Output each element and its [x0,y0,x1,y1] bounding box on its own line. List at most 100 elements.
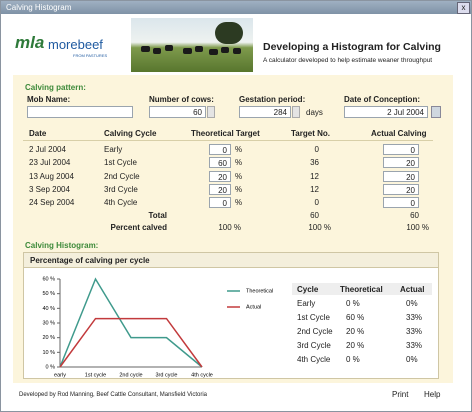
target-number: 12 [310,184,319,194]
table-header: Calving Cycle [104,129,157,138]
actual-input[interactable]: 0 [383,144,419,155]
close-button[interactable]: x [457,2,470,14]
summary-header-bg [292,283,432,295]
actual-input[interactable]: 20 [383,170,419,182]
conception-label: Date of Conception: [344,95,420,104]
percent-sign: % [235,171,243,181]
summary-cell: 0% [406,299,418,308]
series-line [59,277,203,368]
summary-cell: 2nd Cycle [297,327,333,336]
actual-input[interactable]: 20 [383,183,419,195]
percent-sign: % [235,184,243,194]
mob-name-input[interactable] [27,106,133,118]
row-date: 24 Sep 2004 [29,198,75,208]
window-title: Calving Histogram [6,3,72,12]
total-actual: 60 [410,211,419,220]
theoretical-input[interactable]: 20 [209,183,231,195]
summary-cell: 0 % [346,299,360,308]
total-label: Total [148,211,167,220]
chart-box: Percentage of calving per cycle 0 % 10 % 20… [23,252,439,379]
cows-label: Number of cows: [149,95,214,104]
table-header: Actual Calving [371,129,427,138]
percent-sign: % [235,198,243,208]
percent-calved: 100 % [406,223,429,232]
total-target: 60 [310,211,319,220]
chart: 0 % 10 % 20 % 30 % 40 % 50 % 60 % early 1st cycl… [42,276,273,378]
row-date: 23 Jul 2004 [29,158,71,168]
y-tick-label: 60 % [42,276,55,282]
logo-brand: morebeef [48,37,103,52]
gestation-input[interactable]: 284 [239,106,291,118]
legend-label: Actual [246,304,261,310]
summary-header: Cycle [297,285,319,294]
summary-cell: 60 % [346,313,365,322]
summary-cell: 33% [406,327,423,336]
table-header: Date [29,129,47,138]
summary-cell: 0% [406,355,418,364]
theoretical-input[interactable]: 60 [209,157,231,169]
calendar-button[interactable] [431,106,441,118]
y-tick-label: 10 % [42,350,55,356]
row-cycle: 3rd Cycle [104,184,138,194]
summary-cell: 1st Cycle [297,313,330,322]
header-title: Developing a Histogram for Calving [263,41,441,53]
x-tick-label: 1st cycle [85,372,106,378]
summary-header: Actual [400,285,425,294]
section-heading: Calving pattern: [25,83,86,92]
row-cycle: 4th Cycle [104,198,138,208]
theoretical-input[interactable]: 0 [209,197,231,209]
cows-spinner[interactable] [207,106,215,118]
actual-input[interactable]: 0 [383,197,419,209]
summary-cell: 3rd Cycle [297,341,331,350]
conception-input[interactable]: 2 Jul 2004 [344,106,428,118]
table-header: Target No. [291,129,330,138]
target-number: 0 [314,198,319,208]
footer-button[interactable]: Print [392,390,409,399]
histogram-heading: Calving Histogram: [25,241,99,250]
mob-name-label: Mob Name: [27,95,71,104]
logo-mla: mla [15,33,45,52]
actual-input[interactable]: 20 [383,157,419,169]
theoretical-input[interactable]: 0 [209,144,231,155]
cow [165,45,173,51]
gestation-spinner[interactable] [292,106,300,118]
table-rule [23,140,433,141]
footer-button[interactable]: Help [424,390,441,399]
target-number: 12 [310,171,319,181]
row-cycle: Early [104,145,123,154]
x-tick-label: 2nd cycle [119,372,142,378]
header-photo [131,18,253,72]
footer-credit: Developed by Rod Manning, Beef Cattle Co… [19,392,207,398]
cows-input[interactable]: 60 [149,106,206,118]
y-tick-label: 30 % [42,320,55,326]
logo-tagline: FROM PASTURES [73,53,108,58]
x-tick-label: early [54,372,66,378]
y-tick-label: 0 % [46,364,56,370]
row-date: 2 Jul 2004 [29,145,66,154]
theoretical-input[interactable]: 20 [209,170,231,182]
summary-cell: Early [297,299,316,308]
row-date: 3 Sep 2004 [29,184,70,194]
percent-calved: 100 % [218,223,241,232]
legend-label: Theoretical [246,288,273,294]
cow [233,48,241,54]
x-tick-label: 4th cycle [191,372,213,378]
summary-cell: 4th Cycle [297,355,331,364]
title-bar [1,1,471,14]
tree [215,22,243,44]
gestation-unit: days [306,108,323,117]
chart-title-bar [24,253,438,268]
header-subtitle: A calculator developed to help estimate … [263,57,433,64]
percent-calved: 100 % [308,223,331,232]
percent-sign: % [235,158,243,168]
cow [183,48,192,54]
percent-label: Percent calved [110,223,167,232]
chart-title: Percentage of calving per cycle [30,256,150,265]
summary-cell: 20 % [346,341,365,350]
target-number: 36 [310,158,319,168]
y-tick-label: 20 % [42,335,55,341]
cow [153,48,161,54]
summary-cell: 33% [406,313,423,322]
summary-cell: 0 % [346,355,360,364]
